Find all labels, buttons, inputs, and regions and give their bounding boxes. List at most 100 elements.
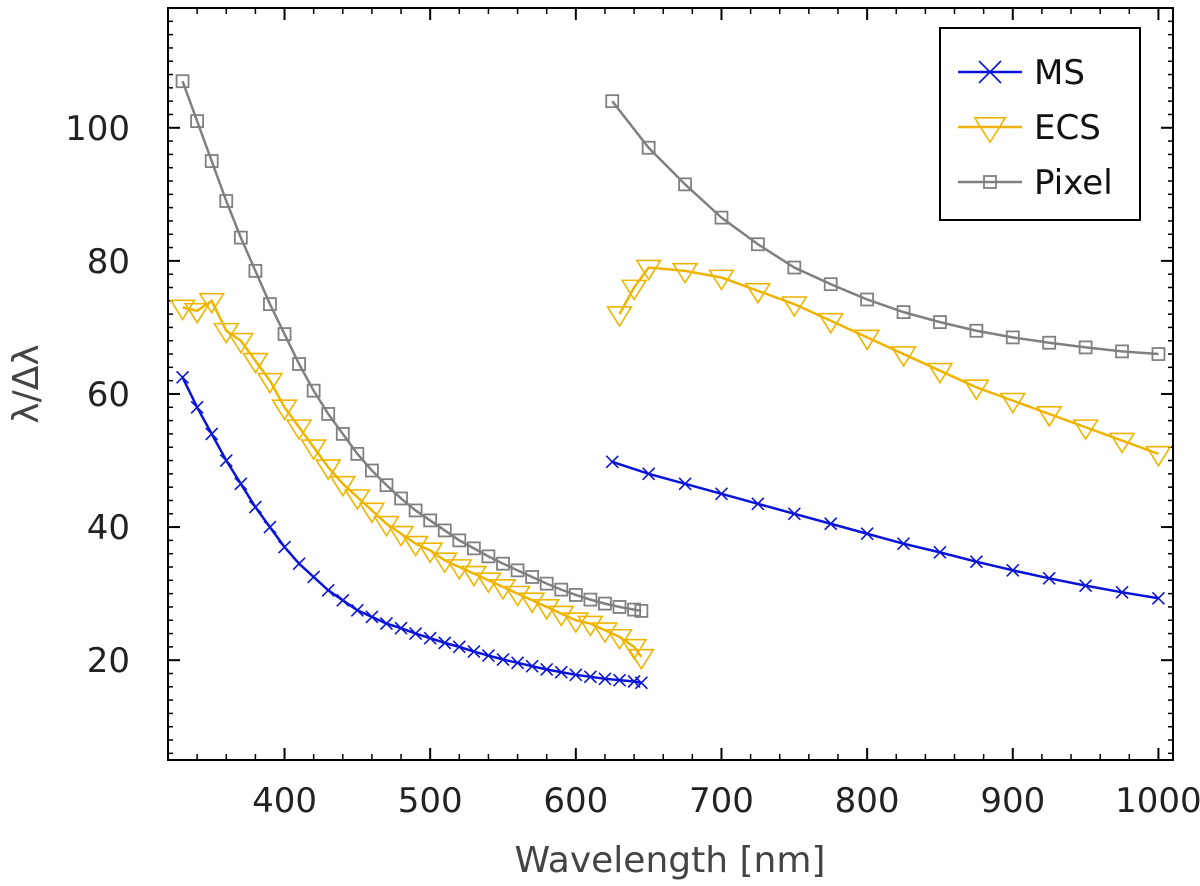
pixel-point bbox=[219, 194, 234, 208]
ms-point bbox=[248, 500, 262, 514]
ecs-point bbox=[256, 372, 284, 395]
ms-point bbox=[612, 673, 627, 687]
ms-line bbox=[611, 460, 1159, 600]
ms-point bbox=[350, 603, 364, 617]
ecs-point bbox=[460, 565, 488, 588]
ms-point bbox=[263, 520, 277, 534]
pixel-point bbox=[969, 323, 984, 338]
legend-entry-ms: MS bbox=[958, 53, 1085, 93]
ecs-point bbox=[358, 502, 386, 524]
pixel-point bbox=[554, 582, 569, 597]
ecs-line bbox=[182, 298, 643, 658]
pixel-point bbox=[408, 503, 423, 518]
pixel-point bbox=[750, 237, 765, 252]
pixel-point bbox=[204, 154, 219, 168]
series-ms bbox=[175, 370, 1166, 690]
ecs-point bbox=[344, 489, 371, 511]
pixel-point bbox=[823, 277, 838, 292]
ms-point bbox=[605, 455, 619, 469]
pixel-point bbox=[481, 549, 496, 564]
ms-point bbox=[787, 507, 801, 521]
ms-point bbox=[1151, 591, 1166, 605]
ms-point bbox=[1042, 571, 1056, 585]
y-tick-label: 80 bbox=[87, 242, 130, 282]
pixel-point bbox=[933, 315, 947, 330]
ecs-point bbox=[577, 615, 604, 637]
ms-point bbox=[219, 453, 233, 468]
ecs-point bbox=[547, 605, 575, 628]
ms-point bbox=[205, 427, 219, 441]
pixel-point bbox=[641, 140, 656, 155]
ms-point bbox=[496, 652, 510, 667]
pixel-point bbox=[583, 592, 598, 607]
ecs-point bbox=[1145, 445, 1172, 468]
pixel-point bbox=[365, 463, 379, 478]
pixel-point bbox=[423, 513, 438, 528]
ms-point bbox=[452, 640, 466, 654]
x-axis-title: Wavelength [nm] bbox=[515, 840, 826, 881]
pixel-point bbox=[350, 446, 365, 461]
ms-point bbox=[1079, 579, 1093, 593]
pixel-point bbox=[568, 588, 583, 602]
legend-label-ms: MS bbox=[1034, 53, 1085, 93]
legend-entry-ecs: ECS bbox=[958, 108, 1101, 148]
pixel-point bbox=[1042, 335, 1057, 350]
ms-point bbox=[190, 400, 204, 414]
legend-frame bbox=[939, 27, 1141, 221]
pixel-point bbox=[1151, 347, 1166, 361]
series-ecs bbox=[169, 259, 1172, 671]
pixel-point bbox=[539, 576, 554, 591]
ms-point bbox=[896, 537, 911, 551]
legend-label-ecs: ECS bbox=[1034, 108, 1101, 148]
ms-point bbox=[860, 527, 874, 541]
ecs-point bbox=[890, 346, 917, 368]
ms-point bbox=[292, 557, 306, 571]
pixel-point bbox=[466, 541, 481, 556]
pixel-point bbox=[496, 556, 510, 571]
legend: MS ECS Pixel bbox=[939, 27, 1141, 221]
ecs-point bbox=[606, 306, 633, 328]
y-tick-label: 60 bbox=[87, 375, 130, 415]
ecs-point bbox=[242, 352, 269, 375]
ecs-point bbox=[853, 329, 881, 351]
ecs-point bbox=[445, 559, 473, 581]
legend-marker-ecs bbox=[973, 117, 1007, 144]
ecs-point bbox=[999, 392, 1027, 415]
ms-point bbox=[234, 477, 248, 491]
pixel-point bbox=[525, 570, 540, 584]
ecs-point bbox=[671, 262, 699, 285]
ecs-point bbox=[744, 282, 772, 305]
ecs-point bbox=[1108, 432, 1136, 454]
pixel-line bbox=[181, 80, 642, 613]
ecs-point bbox=[628, 648, 655, 671]
pixel-point bbox=[335, 427, 350, 441]
pixel-point bbox=[1115, 344, 1129, 359]
x-tick-label: 500 bbox=[398, 781, 463, 821]
ecs-point bbox=[300, 439, 327, 461]
legend-entries: MS ECS Pixel bbox=[958, 53, 1113, 203]
ecs-point bbox=[518, 592, 546, 614]
ecs-point bbox=[635, 259, 662, 281]
pixel-point bbox=[277, 327, 292, 341]
ecs-point bbox=[926, 362, 954, 385]
ecs-point bbox=[431, 552, 459, 574]
pixel-point bbox=[860, 292, 875, 307]
pixel-point bbox=[1005, 330, 1020, 345]
x-tick-label: 600 bbox=[543, 781, 608, 821]
x-tick-label: 900 bbox=[980, 781, 1045, 821]
legend-entry-pixel: Pixel bbox=[958, 163, 1113, 203]
ecs-point bbox=[227, 332, 255, 355]
ms-point bbox=[321, 583, 335, 597]
ms-point bbox=[714, 487, 729, 501]
ecs-point bbox=[1035, 406, 1063, 428]
ms-point bbox=[598, 672, 612, 686]
ecs-point bbox=[1072, 419, 1099, 441]
x-tick-label: 400 bbox=[252, 781, 317, 821]
ecs-point bbox=[198, 292, 226, 315]
pixel-point bbox=[394, 491, 408, 506]
ecs-point bbox=[183, 302, 211, 325]
plot-frame bbox=[167, 7, 1174, 761]
ecs-point bbox=[963, 379, 990, 401]
ecs-point bbox=[817, 312, 845, 335]
